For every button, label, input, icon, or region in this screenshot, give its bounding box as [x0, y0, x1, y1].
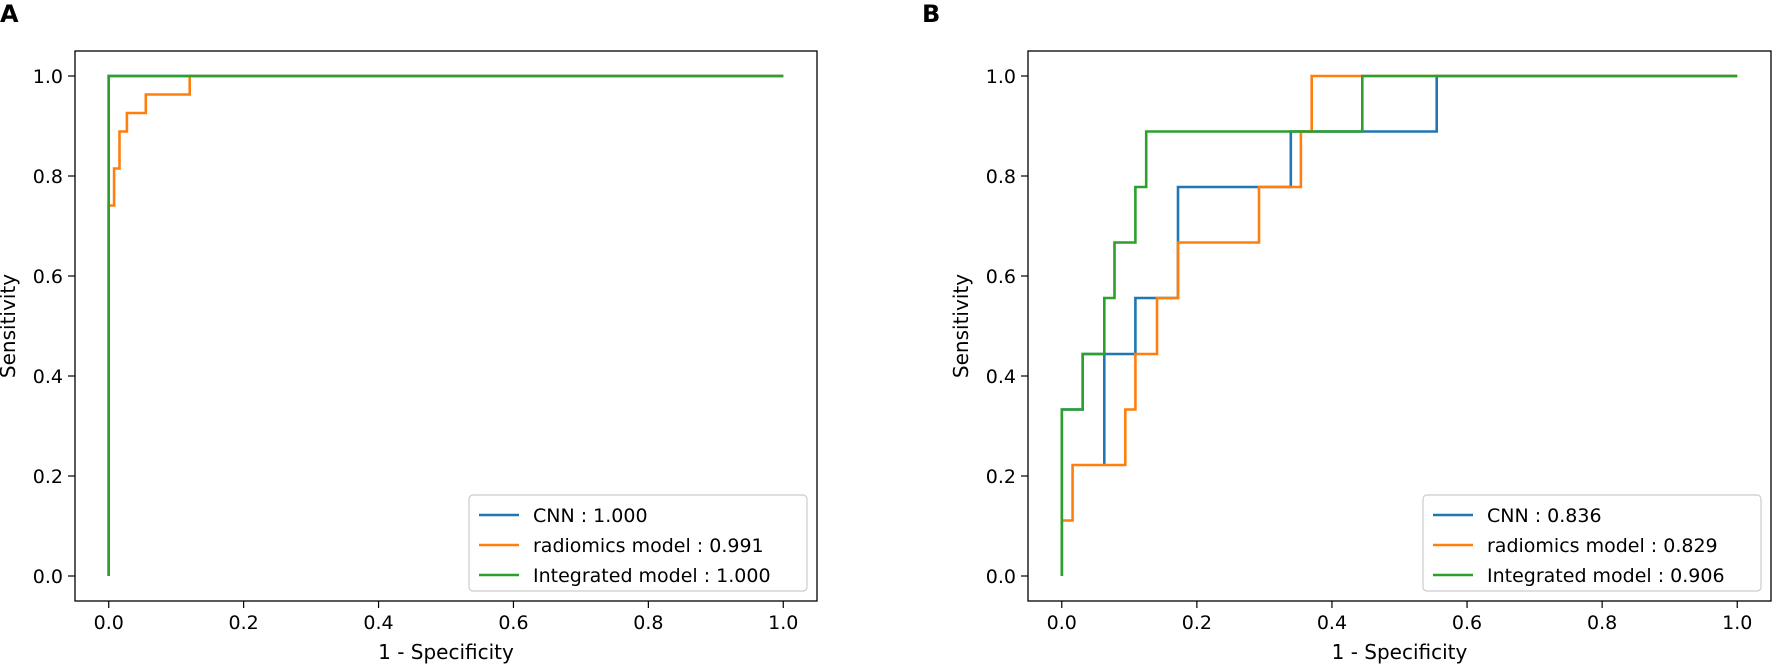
- y-axis-label: Sensitivity: [0, 274, 20, 378]
- y-tick-label: 0.8: [986, 166, 1016, 188]
- x-tick-label: 0.8: [633, 612, 663, 634]
- x-axis-label: 1 - Specificity: [1332, 640, 1468, 664]
- roc-line-integrated-model: [1060, 74, 1738, 576]
- roc-line-radiomics-model: [107, 74, 784, 576]
- x-axis-label: 1 - Specificity: [378, 640, 514, 664]
- x-tick-label: 0.8: [1587, 612, 1617, 634]
- y-tick-label: 0.0: [33, 566, 63, 588]
- chart-panel-b: B 0.0 0.2 0.4 0.6 0.8 1.0 0.0 0.2 0.4 0.6 0.8 1.0 1 -…: [922, 0, 1772, 664]
- y-tick-label: 0.2: [986, 466, 1016, 488]
- x-tick-label: 1.0: [1722, 612, 1752, 634]
- legend-entry: radiomics model : 0.991: [533, 535, 764, 557]
- x-tick-label: 0.2: [229, 612, 259, 634]
- y-tick-label: 0.4: [986, 366, 1016, 388]
- plot-frame: [1027, 50, 1772, 602]
- y-tick-label: 0.8: [33, 166, 63, 188]
- panel-label: A: [0, 0, 19, 28]
- x-tick-label: 1.0: [768, 612, 798, 634]
- legend-box: [468, 494, 808, 592]
- roc-line-integrated-model: [107, 74, 784, 576]
- x-tick-label: 0.6: [498, 612, 528, 634]
- y-tick-label: 1.0: [986, 66, 1016, 88]
- legend-entry: CNN : 1.000: [533, 505, 648, 527]
- legend-entry: CNN : 0.836: [1487, 505, 1602, 527]
- chart-panel-a: A 0.0 0.2 0.4 0.6 0.8 1.0 0.0 0.2 0.4 0.6 0.8 1.0 1 -…: [0, 0, 818, 664]
- plot-frame: [74, 50, 818, 602]
- legend: CNN : 1.000 radiomics model : 0.991 Integr…: [468, 494, 808, 592]
- legend-entry: radiomics model : 0.829: [1487, 535, 1718, 557]
- x-tick-label: 0.0: [1047, 612, 1077, 634]
- legend: CNN : 0.836 radiomics model : 0.829 Integr…: [1422, 494, 1762, 592]
- legend-box: [1422, 494, 1762, 592]
- x-tick-label: 0.4: [363, 612, 393, 634]
- y-tick-label: 0.6: [33, 266, 63, 288]
- y-tick-label: 0.2: [33, 466, 63, 488]
- y-tick-label: 0.0: [986, 566, 1016, 588]
- legend-entry: Integrated model : 0.906: [1487, 565, 1725, 587]
- panel-label: B: [922, 0, 940, 28]
- y-axis-label: Sensitivity: [949, 274, 973, 378]
- x-tick-label: 0.2: [1182, 612, 1212, 634]
- y-tick-label: 1.0: [33, 66, 63, 88]
- y-tick-label: 0.4: [33, 366, 63, 388]
- x-tick-label: 0.4: [1317, 612, 1347, 634]
- legend-entry: Integrated model : 1.000: [533, 565, 771, 587]
- x-tick-label: 0.0: [94, 612, 124, 634]
- y-tick-label: 0.6: [986, 266, 1016, 288]
- x-tick-label: 0.6: [1452, 612, 1482, 634]
